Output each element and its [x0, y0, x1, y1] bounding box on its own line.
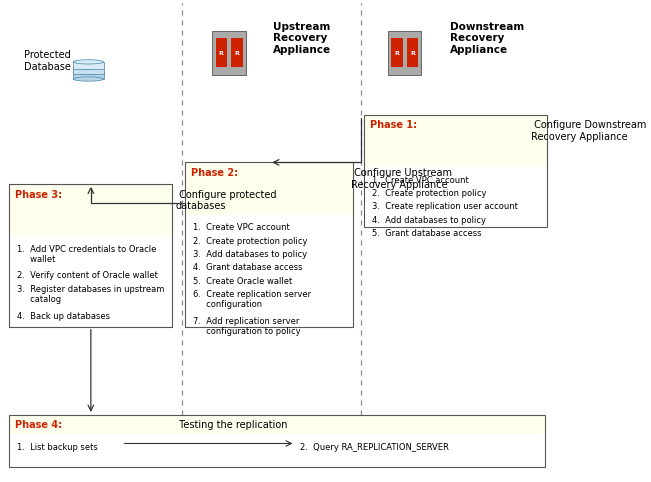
Bar	[388, 30, 421, 75]
Ellipse shape	[73, 65, 104, 69]
Bar	[73, 67, 104, 74]
Text: 2.  Create protection policy: 2. Create protection policy	[372, 189, 487, 198]
Bar	[407, 39, 419, 67]
Bar	[185, 162, 353, 215]
Ellipse shape	[73, 77, 104, 81]
Bar	[185, 215, 353, 327]
Text: Downstream
Recovery
Appliance: Downstream Recovery Appliance	[450, 22, 524, 55]
Text: Phase 2:: Phase 2:	[191, 168, 238, 178]
Bar	[365, 167, 547, 227]
Bar	[215, 39, 227, 67]
Text: R: R	[219, 51, 224, 56]
Text: 1.  Create VPC account: 1. Create VPC account	[193, 223, 290, 232]
Bar	[212, 30, 246, 75]
Bar	[9, 236, 173, 327]
Bar	[9, 184, 173, 327]
Bar	[365, 115, 547, 167]
Text: Phase 4:: Phase 4:	[15, 420, 62, 429]
Text: 2.  Query RA_REPLICATION_SERVER: 2. Query RA_REPLICATION_SERVER	[300, 442, 449, 452]
Bar	[185, 162, 353, 327]
Bar	[9, 415, 545, 434]
Text: 1.  Create VPC account: 1. Create VPC account	[372, 176, 469, 185]
Text: Phase 1:: Phase 1:	[370, 120, 417, 131]
Text: Configure protected
databases: Configure protected databases	[176, 189, 276, 211]
Bar	[73, 62, 104, 68]
Text: 6.  Create replication server
     configuration: 6. Create replication server configurati…	[193, 290, 311, 309]
Text: 7.  Add replication server
     configuration to policy: 7. Add replication server configuration …	[193, 317, 300, 336]
Text: 2.  Create protection policy: 2. Create protection policy	[193, 237, 307, 246]
Bar	[231, 39, 243, 67]
Text: R: R	[234, 51, 240, 56]
Text: 2.  Verify content of Oracle wallet: 2. Verify content of Oracle wallet	[17, 271, 158, 281]
Bar	[9, 415, 545, 468]
Bar	[9, 184, 173, 236]
Text: 4.  Back up databases: 4. Back up databases	[17, 311, 110, 321]
Bar	[365, 115, 547, 227]
Text: 4.  Add databases to policy: 4. Add databases to policy	[372, 216, 486, 225]
Bar	[9, 434, 545, 468]
Text: 1.  Add VPC credentials to Oracle
     wallet: 1. Add VPC credentials to Oracle wallet	[17, 245, 156, 264]
Bar	[73, 72, 104, 79]
Text: Phase 3:: Phase 3:	[15, 189, 62, 200]
Text: 1.  List backup sets: 1. List backup sets	[17, 442, 98, 452]
Ellipse shape	[73, 70, 104, 75]
Text: 5.  Create Oracle wallet: 5. Create Oracle wallet	[193, 277, 292, 286]
Text: 4.  Grant database access: 4. Grant database access	[193, 263, 302, 272]
Text: 3.  Create replication user account: 3. Create replication user account	[372, 202, 518, 212]
Text: 5.  Grant database access: 5. Grant database access	[372, 229, 482, 238]
Ellipse shape	[73, 60, 104, 64]
Text: Protected
Database: Protected Database	[23, 51, 71, 72]
Text: Configure Upstream
Recovery Appliance: Configure Upstream Recovery Appliance	[352, 168, 452, 190]
Text: Configure Downstream
Recovery Appliance: Configure Downstream Recovery Appliance	[531, 120, 646, 142]
Text: 3.  Add databases to policy: 3. Add databases to policy	[193, 250, 307, 259]
Text: Upstream
Recovery
Appliance: Upstream Recovery Appliance	[273, 22, 331, 55]
Text: Testing the replication: Testing the replication	[176, 420, 287, 429]
Text: 3.  Register databases in upstream
     catalog: 3. Register databases in upstream catalo…	[17, 285, 165, 304]
Text: R: R	[395, 51, 399, 56]
Text: R: R	[410, 51, 415, 56]
Bar	[391, 39, 402, 67]
